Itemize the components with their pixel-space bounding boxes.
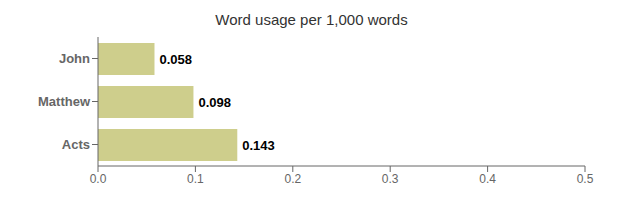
svg-text:Matthew: Matthew xyxy=(38,94,91,109)
svg-text:0.0: 0.0 xyxy=(90,172,107,186)
svg-text:0.098: 0.098 xyxy=(198,95,231,110)
html-text:Word usage per 1,000 words: Word usage per 1,000 words xyxy=(215,11,408,28)
svg-text:0.2: 0.2 xyxy=(284,172,301,186)
svg-text:0.1: 0.1 xyxy=(187,172,204,186)
svg-text:0.3: 0.3 xyxy=(382,172,399,186)
svg-text:0.143: 0.143 xyxy=(242,138,275,153)
svg-text:John: John xyxy=(59,51,90,66)
svg-text:0.5: 0.5 xyxy=(577,172,594,186)
svg-text:0.4: 0.4 xyxy=(479,172,496,186)
svg-text:Acts: Acts xyxy=(62,137,90,152)
svg-text:0.058: 0.058 xyxy=(159,52,192,67)
